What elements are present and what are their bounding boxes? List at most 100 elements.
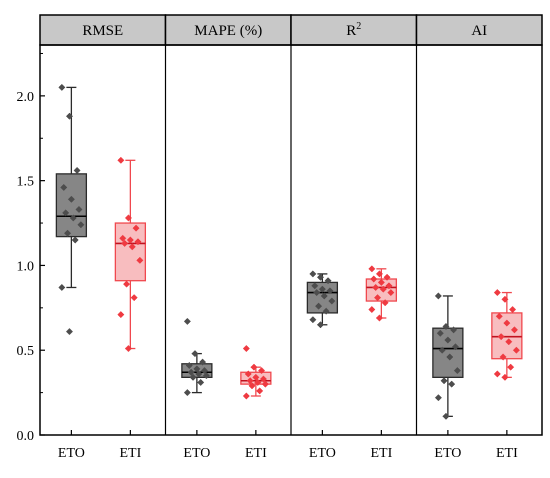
data-point	[75, 205, 83, 214]
data-point	[446, 353, 454, 361]
data-point	[316, 321, 325, 329]
data-point	[320, 292, 328, 300]
data-point	[202, 372, 210, 380]
data-point	[436, 329, 444, 337]
data-point	[451, 343, 460, 351]
data-point	[372, 283, 380, 292]
data-point	[261, 380, 269, 388]
data-point	[375, 270, 384, 278]
data-point	[65, 112, 74, 120]
y-tick-label: 0.5	[17, 344, 35, 359]
x-label-eto: ETO	[58, 446, 85, 461]
x-label-eti: ETI	[496, 446, 518, 461]
data-point	[322, 307, 330, 315]
data-point	[254, 378, 262, 386]
data-point	[503, 319, 511, 327]
data-point	[117, 156, 125, 164]
data-point	[200, 367, 209, 375]
data-point	[187, 368, 195, 376]
box-r-eti	[365, 265, 398, 322]
data-point	[256, 387, 264, 395]
data-point	[387, 289, 395, 297]
data-point	[499, 353, 507, 361]
data-point	[374, 294, 382, 302]
data-point	[58, 283, 66, 292]
iqr-box	[114, 222, 147, 282]
data-point	[124, 214, 133, 222]
data-point	[493, 370, 501, 378]
data-point	[130, 294, 138, 302]
x-label-eti: ETI	[370, 446, 392, 461]
data-point	[71, 236, 79, 244]
data-point	[438, 346, 446, 354]
data-point	[259, 375, 268, 383]
data-point	[318, 285, 326, 293]
data-point	[60, 183, 68, 191]
data-point	[309, 316, 317, 324]
data-point	[246, 377, 254, 385]
data-point	[183, 389, 191, 397]
data-point	[242, 344, 250, 353]
data-point	[326, 287, 334, 295]
data-point	[69, 214, 77, 222]
x-label-eti: ETI	[245, 446, 267, 461]
data-point	[193, 365, 201, 373]
iqr-box	[55, 173, 88, 238]
data-point	[189, 373, 197, 381]
box-mape--eto	[181, 317, 213, 397]
x-label-eto: ETO	[434, 446, 461, 461]
data-point	[375, 314, 384, 322]
y-tick-label: 0.0	[17, 429, 35, 444]
data-point	[123, 280, 131, 288]
data-point	[440, 377, 448, 385]
box-ai-eti	[491, 289, 523, 381]
box-mape--eti	[240, 344, 272, 400]
data-point	[501, 295, 509, 303]
data-point	[62, 209, 70, 217]
data-point	[195, 370, 203, 378]
data-point	[248, 382, 256, 390]
panel-header-1	[164, 14, 292, 46]
data-point	[370, 275, 378, 283]
panel-header-3	[415, 14, 543, 46]
data-point	[368, 305, 376, 314]
data-point	[134, 238, 142, 246]
data-point	[512, 346, 520, 354]
data-point	[383, 273, 391, 281]
box-r-eto	[306, 270, 339, 329]
panel-title-superscript: 2	[356, 21, 361, 32]
y-tick-label: 1.0	[17, 259, 35, 274]
data-point	[444, 336, 452, 344]
data-point	[510, 326, 519, 334]
data-point	[381, 299, 389, 307]
data-point	[73, 166, 81, 175]
data-point	[126, 236, 134, 244]
y-tick-label: 1.5	[17, 175, 35, 190]
data-point	[258, 367, 266, 375]
data-point	[313, 289, 321, 297]
data-point	[507, 363, 515, 371]
data-point	[505, 338, 513, 346]
box-ai-eto	[432, 292, 464, 420]
x-label-eti: ETI	[119, 446, 141, 461]
data-point	[311, 282, 319, 290]
box-rmse-eti	[114, 156, 147, 353]
panel-header-0	[39, 14, 167, 46]
panel-title-3: AI	[471, 23, 487, 39]
data-point	[442, 322, 450, 331]
data-point	[368, 265, 376, 273]
data-point	[448, 380, 456, 388]
data-point	[309, 270, 317, 278]
data-point	[315, 302, 323, 310]
data-point	[185, 361, 193, 370]
x-label-eto: ETO	[309, 446, 336, 461]
data-point	[65, 328, 74, 336]
data-point	[250, 363, 258, 371]
data-point	[244, 370, 252, 378]
data-point	[58, 83, 66, 91]
data-point	[121, 239, 129, 247]
data-point	[434, 394, 442, 402]
data-point	[377, 278, 385, 286]
data-point	[242, 392, 250, 400]
